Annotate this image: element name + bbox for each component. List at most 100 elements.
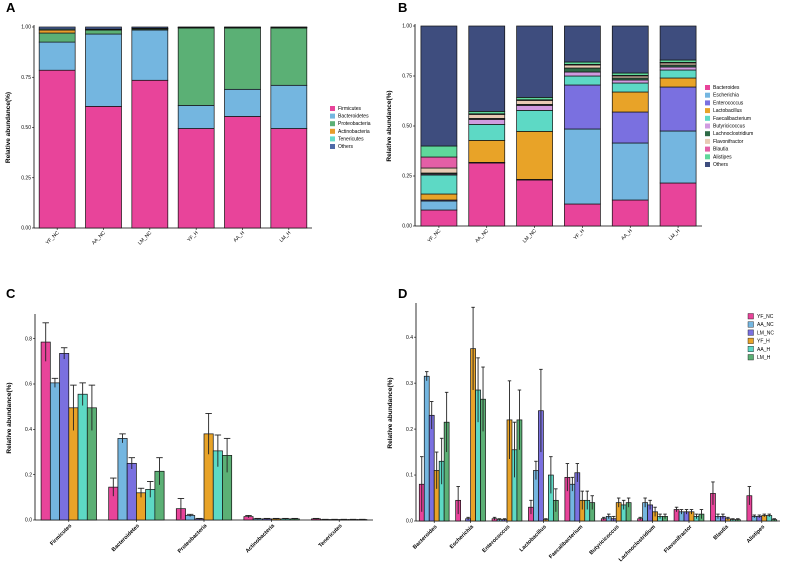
bar-segment-b — [420, 167, 458, 174]
legend-label: Tenericutes — [338, 136, 364, 142]
x-tick-label: AA_H — [620, 228, 634, 242]
x-category-label: Flavonifractor — [663, 524, 694, 555]
bar-segment-b — [420, 209, 458, 227]
panel-letter-d: D — [398, 286, 407, 301]
bar-segment-a — [38, 32, 76, 43]
x-category-label: Bacteroides — [412, 524, 439, 551]
x-category-label: Escherichia — [449, 524, 476, 551]
x-category-label: Tenericutes — [318, 523, 344, 549]
bar-segment-b — [564, 128, 601, 205]
legend-label: Bacteroidetes — [338, 114, 369, 120]
bar-segment-a — [224, 27, 261, 90]
x-tick-label: YF_NC — [426, 228, 442, 244]
y-axis-label: Relative abundance(%) — [387, 377, 394, 448]
legend-label: Others — [713, 162, 729, 168]
legend-label: Lachnoclostridium — [713, 131, 753, 137]
y-tick-label: 0.4 — [25, 427, 32, 433]
y-tick-label: 0.4 — [406, 335, 413, 341]
legend-swatch — [747, 337, 754, 344]
y-tick-label: 0.3 — [406, 381, 413, 387]
x-category-label: Proteobacteria — [177, 523, 209, 555]
x-category-label: Lactobacillus — [519, 524, 548, 553]
bar-segment-b — [611, 199, 649, 227]
x-category-label: Blautia — [713, 524, 731, 542]
bar-c — [59, 353, 70, 521]
legend-swatch — [705, 123, 710, 129]
bar-segment-a — [38, 69, 76, 229]
bar-segment-b — [564, 61, 601, 65]
bar-segment-b — [611, 111, 649, 144]
legend-swatch — [747, 354, 754, 361]
bar-segment-a — [131, 29, 169, 81]
x-category-label: Firmicutes — [49, 523, 73, 547]
bar-segment-b — [468, 162, 506, 227]
bar-segment-a — [177, 105, 215, 129]
legend-label: Enterococcus — [713, 100, 744, 106]
legend-label: Actinobacteria — [338, 129, 370, 135]
bar-segment-b — [659, 182, 697, 227]
bar-segment-b — [564, 64, 601, 69]
x-tick-label: YF_NC — [45, 230, 61, 246]
bar-segment-b — [420, 193, 458, 201]
bar-segment-a — [270, 128, 308, 229]
legend-swatch — [705, 92, 710, 98]
y-tick-label: 0.2 — [406, 427, 413, 433]
x-tick-label: AA_NC — [474, 228, 490, 244]
legend-label: Faecalibacterium — [713, 116, 751, 122]
bar-segment-a — [85, 33, 122, 107]
legend-label: LM_NC — [757, 330, 774, 336]
bar-segment-b — [564, 203, 601, 227]
bar-segment-a — [177, 27, 215, 106]
legend-swatch — [747, 329, 754, 336]
legend-swatch — [330, 136, 335, 142]
y-tick-label: 0.1 — [406, 473, 413, 479]
bar-segment-b — [564, 71, 601, 77]
bar-c — [40, 341, 51, 521]
y-axis-label: Relative abundance(%) — [386, 90, 393, 161]
y-tick-label: 0.0 — [406, 519, 413, 525]
bar-segment-b — [659, 86, 697, 132]
legend-label: LM_H — [757, 355, 771, 361]
legend-label: Alistipes — [713, 154, 732, 160]
bar-c — [49, 382, 60, 521]
y-tick-label: 0.25 — [402, 174, 412, 180]
bar-segment-a — [38, 29, 76, 34]
legend-label: AA_H — [757, 347, 770, 353]
x-category-label: Actinobacteria — [245, 523, 277, 555]
y-tick-label: 1.00 — [21, 25, 31, 31]
x-category-label: Enterococcus — [481, 524, 511, 554]
bar-d — [428, 414, 435, 522]
legend-label: AA_NC — [757, 322, 774, 328]
x-tick-label: YF_H — [573, 228, 587, 242]
bar-segment-b — [564, 84, 601, 130]
legend-swatch — [330, 144, 335, 149]
legend-swatch — [705, 138, 710, 144]
legend-swatch — [705, 146, 710, 152]
legend-swatch — [747, 346, 754, 352]
y-tick-label: 1.00 — [402, 24, 412, 30]
bar-segment-b — [516, 110, 553, 132]
x-tick-label: LM_H — [668, 228, 682, 242]
bar-segment-b — [564, 25, 601, 63]
x-category-label: Alistipes — [746, 524, 766, 544]
legend-swatch — [747, 321, 754, 328]
bar-c — [126, 462, 137, 521]
y-tick-label: 0.2 — [25, 472, 32, 478]
bar-d — [423, 375, 430, 522]
bar-segment-b — [468, 140, 506, 163]
bar-segment-b — [659, 77, 697, 88]
legend-swatch — [705, 108, 710, 114]
legend-label: Blautia — [713, 147, 729, 153]
legend-swatch — [330, 121, 335, 127]
bar-segment-a — [224, 116, 261, 229]
panel-letter-a: A — [6, 0, 16, 15]
legend-swatch — [705, 131, 710, 137]
y-tick-label: 0.75 — [21, 75, 31, 81]
bar-segment-b — [420, 200, 458, 211]
y-tick-label: 0.75 — [402, 74, 412, 80]
bar-segment-b — [611, 91, 649, 113]
legend-swatch — [705, 162, 710, 167]
bar-segment-b — [659, 69, 697, 79]
y-tick-label: 0.0 — [25, 518, 32, 524]
x-tick-label: YF_H — [186, 230, 200, 244]
